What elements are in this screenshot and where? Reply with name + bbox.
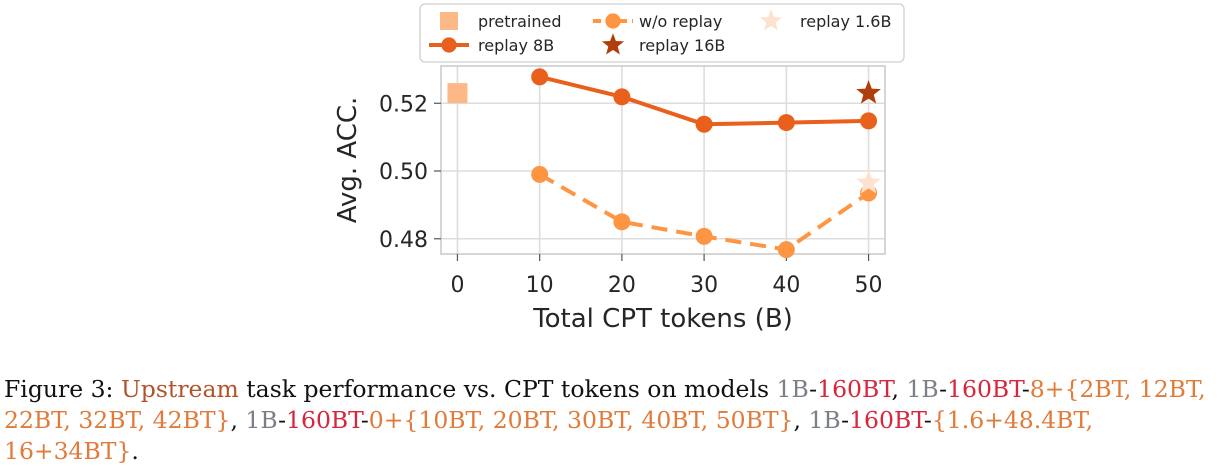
data-point-w-o-replay [613, 213, 631, 231]
legend-marker-replay-1-6b [759, 9, 783, 31]
caption-dash: - [809, 375, 818, 403]
data-point-replay-8b [777, 114, 795, 132]
data-point-replay-8b [613, 88, 631, 106]
caption-dash: - [360, 406, 369, 434]
legend-marker-w-o-replay [605, 13, 621, 29]
legend-label-replay-16b: replay 16B [639, 36, 725, 55]
x-axis-label: Total CPT tokens (B) [532, 304, 793, 334]
data-point-replay-8b [531, 68, 549, 86]
y-tick-label: 0.50 [379, 160, 428, 185]
x-tick-label: 10 [526, 273, 554, 298]
legend-box [419, 3, 905, 63]
caption-tokens: 160BT [817, 375, 892, 403]
caption-model-1b: 1B [808, 406, 842, 434]
plot-frame [440, 65, 886, 255]
figure-caption: Figure 3: Upstream task performance vs. … [4, 374, 1218, 467]
y-tick-label: 0.48 [379, 228, 428, 253]
legend-marker-pretrained [440, 12, 458, 30]
legend-label-w-o-replay: w/o replay [639, 12, 722, 31]
caption-comma: , [230, 406, 246, 434]
caption-dash: - [1021, 375, 1030, 403]
x-tick-label: 50 [855, 273, 883, 298]
caption-model-1b: 1B [245, 406, 279, 434]
y-axis-label: Avg. ACC. [333, 97, 363, 224]
caption-upstream: Upstream [120, 375, 239, 403]
caption-model-1b: 1B [776, 375, 810, 403]
caption-comma: , [891, 375, 907, 403]
caption-suffix-replay8: 8+{2BT, 12BT, 22BT, 32BT, 42BT} [4, 375, 1206, 434]
data-point-replay-8b [860, 112, 878, 130]
x-tick-label: 30 [690, 273, 718, 298]
caption-tokens: 160BT [286, 406, 361, 434]
legend-label-pretrained: pretrained [478, 12, 561, 31]
data-point-w-o-replay [695, 227, 713, 245]
y-tick-label: 0.52 [379, 92, 428, 117]
caption-model-1b: 1B [906, 375, 940, 403]
legend-marker-replay-16b [601, 33, 625, 55]
caption-tokens: 160BT [947, 375, 1022, 403]
ticks: 0 10 20 30 40 50 0.48 0.50 0.52 [379, 92, 883, 298]
caption-dash: - [278, 406, 287, 434]
caption-end: . [131, 437, 139, 465]
caption-tokens: 160BT [849, 406, 924, 434]
legend: pretrained w/o replay replay 1.6B replay 8B… [429, 9, 891, 55]
series-layer [447, 68, 881, 259]
x-tick-label: 20 [608, 273, 636, 298]
caption-dash: - [923, 406, 932, 434]
data-point-w-o-replay [777, 241, 795, 259]
data-point-replay-8b [695, 115, 713, 133]
caption-figure-label: Figure 3: [4, 375, 114, 403]
legend-label-replay-1-6b: replay 1.6B [800, 12, 891, 31]
caption-dash: - [939, 375, 948, 403]
caption-text: task performance vs. CPT tokens on model… [238, 375, 777, 403]
data-point-replay-1-6b [856, 169, 881, 194]
legend-marker-replay-8b [441, 37, 457, 53]
chart-figure: pretrained w/o replay replay 1.6B replay 8B… [333, 3, 905, 334]
x-tick-label: 40 [772, 273, 800, 298]
x-tick-label: 0 [450, 273, 464, 298]
data-point-w-o-replay [531, 165, 549, 183]
data-point-pretrained [447, 83, 468, 104]
caption-comma: , [793, 406, 809, 434]
data-point-replay-16b [856, 80, 881, 104]
legend-label-replay-8b: replay 8B [478, 36, 554, 55]
caption-dash: - [841, 406, 850, 434]
caption-suffix-noreplay: 0+{10BT, 20BT, 30BT, 40BT, 50BT} [368, 406, 794, 434]
